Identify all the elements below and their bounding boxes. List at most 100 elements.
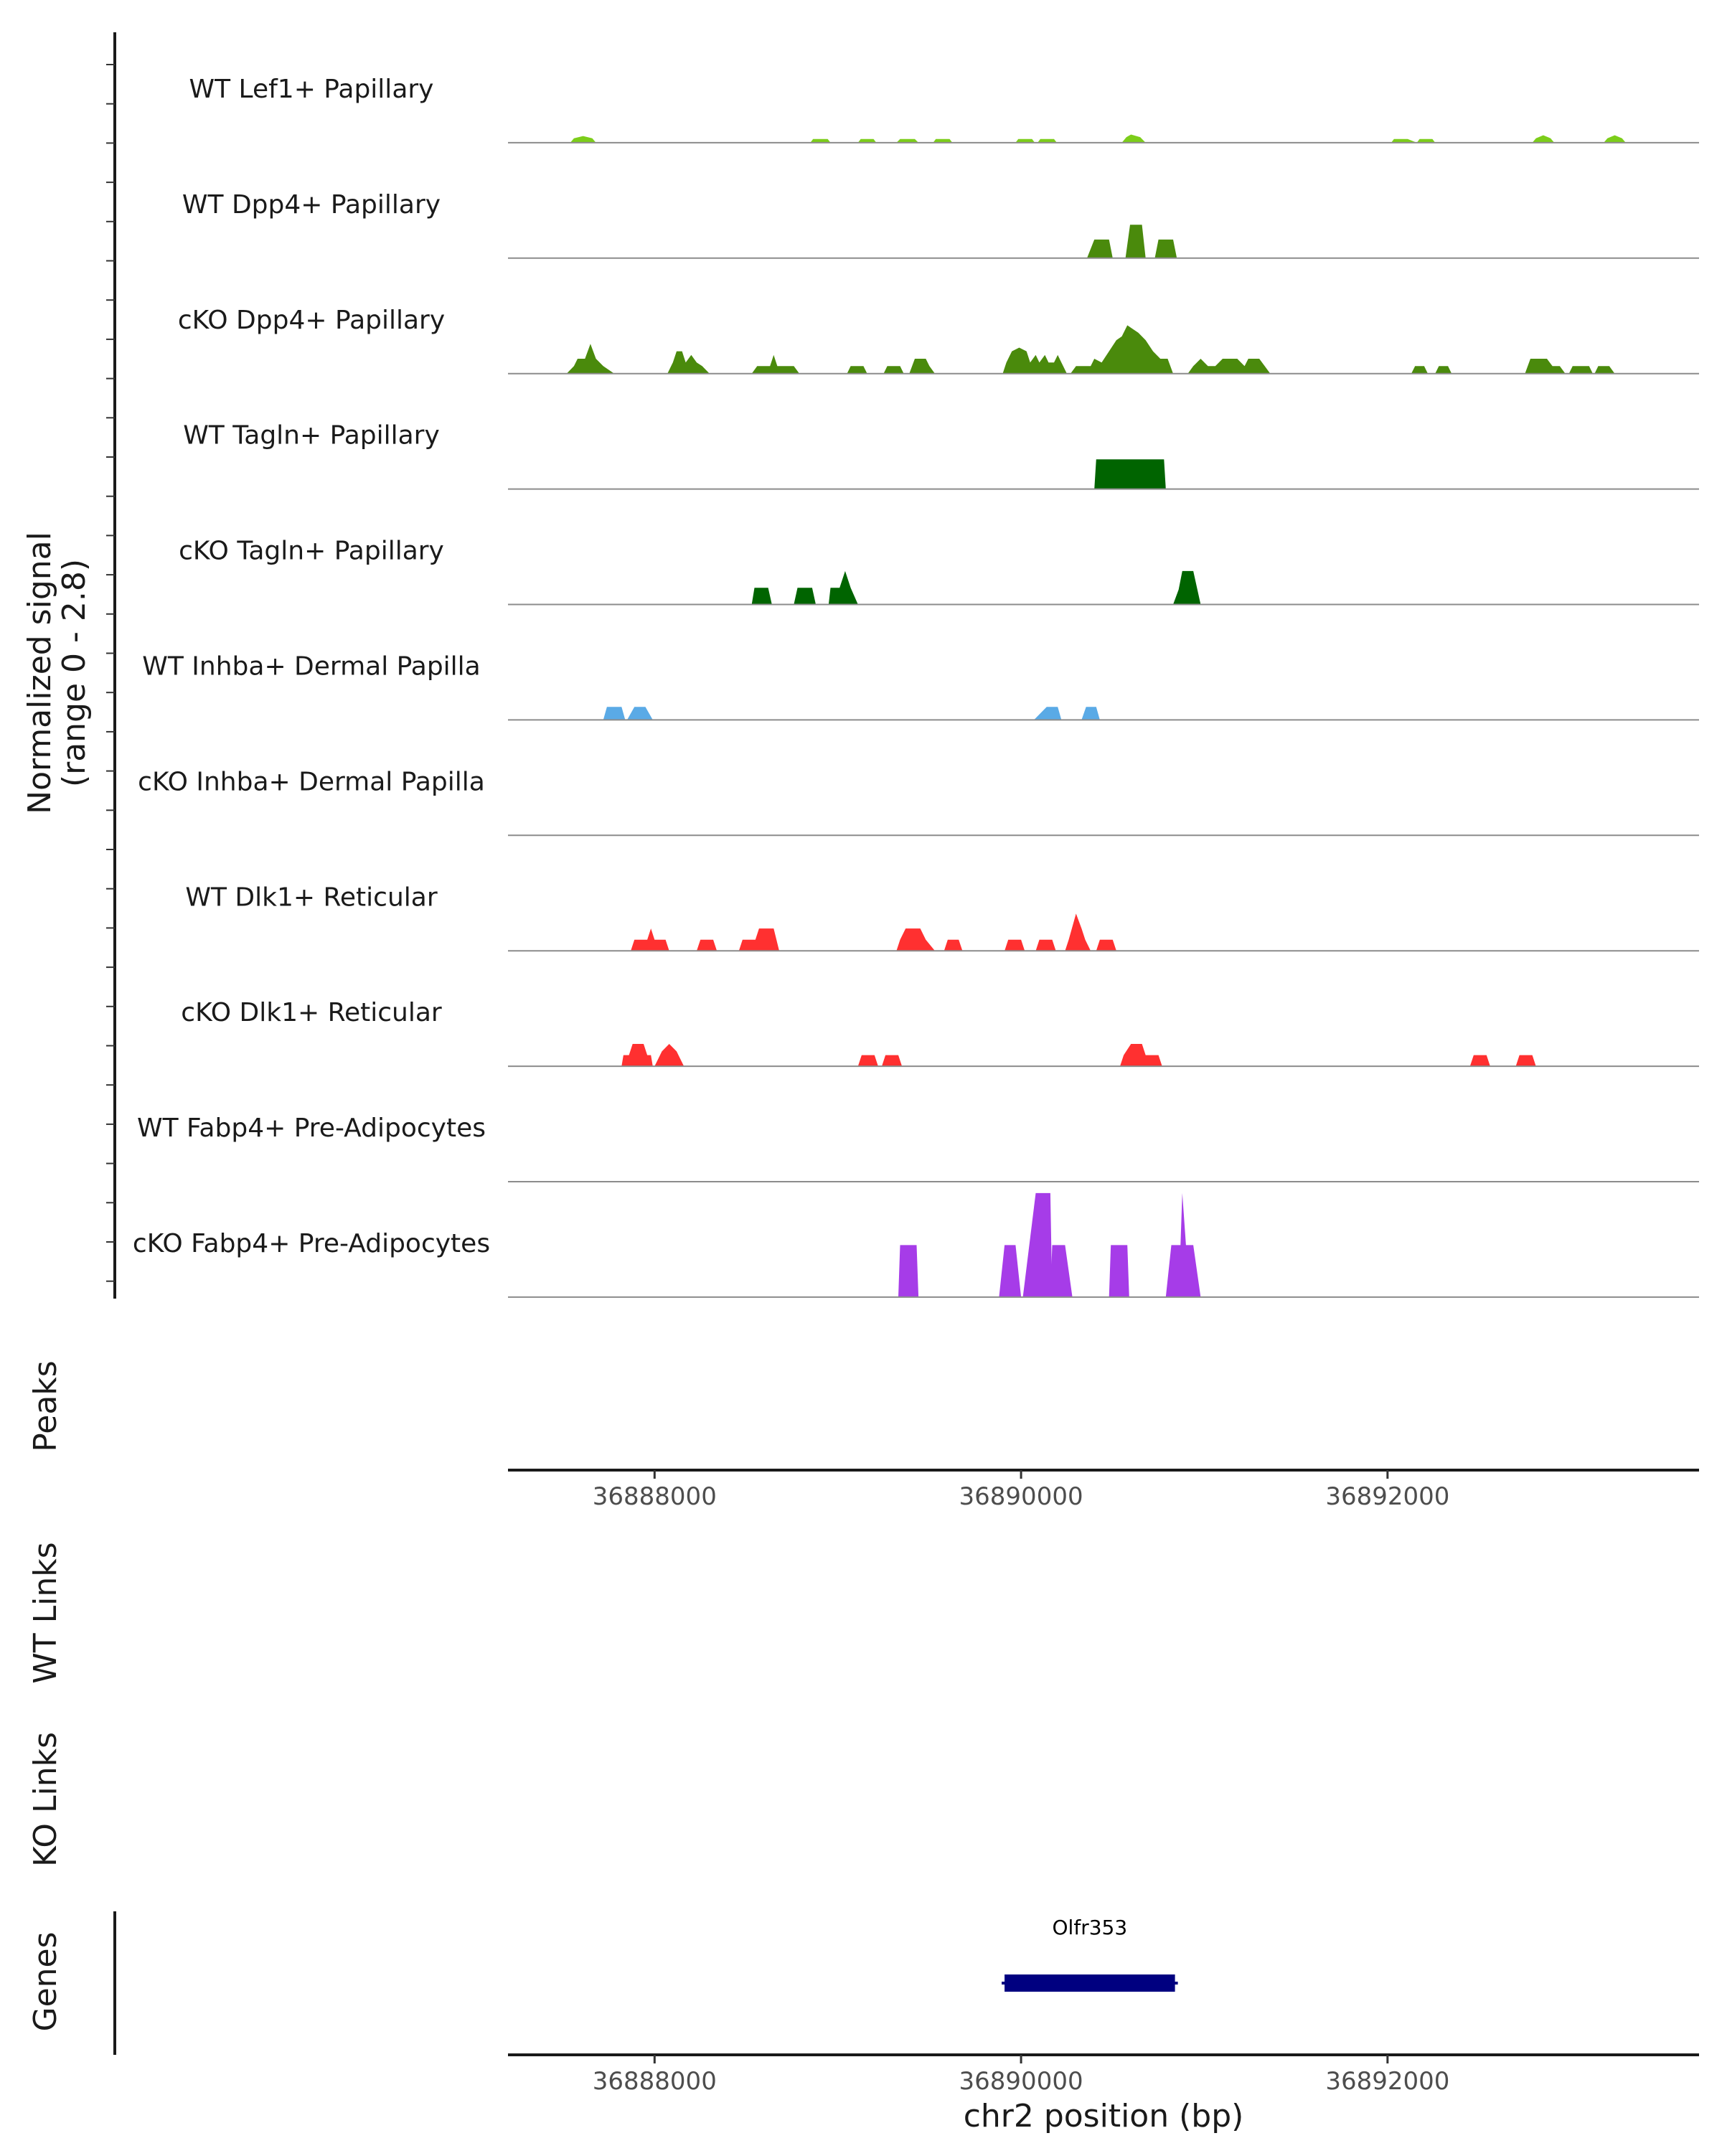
coverage-peak xyxy=(1154,239,1177,258)
track-label: WT Tagln+ Papillary xyxy=(183,421,440,451)
coverage-track: cKO Dpp4+ Papillary xyxy=(178,306,1699,375)
coverage-track: cKO Tagln+ Papillary xyxy=(179,537,1699,606)
coverage-peak xyxy=(1034,707,1062,720)
coverage-peak xyxy=(1071,325,1173,374)
coverage-peak xyxy=(738,928,779,951)
track-label: cKO Dlk1+ Reticular xyxy=(181,998,442,1027)
coverage-peak xyxy=(1038,138,1057,143)
coverage-peak xyxy=(1391,138,1417,143)
coverage-peak xyxy=(631,928,669,951)
coverage-peak xyxy=(847,366,867,374)
track-label: cKO Tagln+ Papillary xyxy=(179,537,444,566)
coverage-peak xyxy=(566,344,615,374)
coverage-peak xyxy=(898,1245,919,1297)
coverage-peak xyxy=(1065,913,1091,951)
track-label: WT Lef1+ Papillary xyxy=(189,75,434,104)
coverage-track: WT Fabp4+ Pre-Adipocytes xyxy=(137,1114,1699,1182)
signal-axis: Normalized signal(range 0 - 2.8) xyxy=(22,32,116,1299)
coverage-peak xyxy=(883,366,904,374)
signal-axis-title: Normalized signal(range 0 - 2.8) xyxy=(22,532,93,814)
track-label: WT Dpp4+ Papillary xyxy=(182,190,441,220)
coverage-peak xyxy=(1532,135,1555,143)
track-label: WT Fabp4+ Pre-Adipocytes xyxy=(137,1114,486,1143)
x-axis-title: chr2 position (bp) xyxy=(964,2098,1244,2134)
coverage-peak xyxy=(794,588,816,605)
coverage-peak xyxy=(857,1055,878,1067)
coverage-peak xyxy=(1125,225,1146,258)
coverage-track: cKO Inhba+ Dermal Papilla xyxy=(138,767,1699,837)
coverage-peak xyxy=(944,939,963,951)
coverage-peak xyxy=(1120,1044,1162,1067)
coverage-peak xyxy=(1515,1055,1536,1067)
coverage-peak xyxy=(1568,366,1593,374)
coverage-peak xyxy=(627,707,653,720)
coverage-peak xyxy=(654,1044,684,1067)
genes-x-tick-label: 36888000 xyxy=(593,2067,717,2096)
coverage-peak xyxy=(751,354,800,374)
coverage-peak xyxy=(697,939,718,951)
coverage-peak xyxy=(1087,239,1113,258)
coverage-peak xyxy=(1081,707,1100,720)
coverage-tracks: WT Lef1+ Papillary WT Dpp4+ Papillary cKO … xyxy=(133,75,1699,1298)
track-label: cKO Dpp4+ Papillary xyxy=(178,306,445,335)
coverage-track: WT Lef1+ Papillary xyxy=(189,75,1699,143)
coverage-peak xyxy=(857,138,877,143)
coverage-peak xyxy=(933,138,953,143)
coverage-peak xyxy=(1165,1192,1201,1297)
ko-links-title: KO Links xyxy=(27,1732,64,1867)
track-label: cKO Inhba+ Dermal Papilla xyxy=(138,767,485,796)
coverage-peak xyxy=(1015,138,1035,143)
coverage-peak xyxy=(1004,939,1025,951)
peaks-x-tick-label: 36888000 xyxy=(593,1482,717,1511)
peaks-track: Peaks 36888000 36890000 36892000 xyxy=(27,1360,1699,1511)
coverage-track: WT Dpp4+ Papillary xyxy=(182,190,1699,259)
genes-x-tick-label: 36890000 xyxy=(959,2067,1083,2096)
coverage-peak xyxy=(1022,1192,1053,1297)
signal-axis-title-line2: (range 0 - 2.8) xyxy=(56,559,93,787)
coverage-peak xyxy=(896,928,935,951)
coverage-track: WT Inhba+ Dermal Papilla xyxy=(142,652,1699,721)
coverage-peak xyxy=(1187,359,1271,374)
coverage-peak xyxy=(1435,366,1452,374)
genes-track: Genes Olfr353 36888000 36890000 36892000 chr2… xyxy=(27,1911,1699,2134)
coverage-peak xyxy=(1035,939,1056,951)
coverage-peak xyxy=(1096,939,1116,951)
peaks-x-tick-label: 36890000 xyxy=(959,1482,1083,1511)
peaks-title: Peaks xyxy=(27,1360,64,1451)
coverage-peak xyxy=(1109,1245,1129,1297)
coverage-track: cKO Fabp4+ Pre-Adipocytes xyxy=(133,1192,1699,1298)
genes-x-tick-label: 36892000 xyxy=(1325,2067,1449,2096)
coverage-peak xyxy=(1416,138,1436,143)
links-tracks: WT Links KO Links xyxy=(27,1542,64,1867)
track-label: WT Dlk1+ Reticular xyxy=(185,882,437,912)
track-label: cKO Fabp4+ Pre-Adipocytes xyxy=(133,1229,490,1258)
coverage-peak xyxy=(1594,366,1615,374)
coverage-track: cKO Dlk1+ Reticular xyxy=(181,998,1699,1068)
coverage-peak xyxy=(896,138,919,143)
coverage-peak xyxy=(570,136,596,143)
coverage-track: WT Dlk1+ Reticular xyxy=(185,882,1699,952)
genes-title: Genes xyxy=(27,1931,64,2031)
coverage-peak xyxy=(909,359,935,374)
coverage-peak xyxy=(1173,570,1201,605)
coverage-peak xyxy=(1411,366,1428,374)
coverage-peak xyxy=(828,570,858,605)
coverage-peak xyxy=(1604,135,1626,143)
coverage-peak xyxy=(1469,1055,1490,1067)
peaks-x-tick-label: 36892000 xyxy=(1325,1482,1449,1511)
coverage-peak xyxy=(1002,347,1067,374)
coverage-peak xyxy=(1121,134,1146,143)
signal-axis-title-line1: Normalized signal xyxy=(22,532,58,814)
coverage-peak xyxy=(751,588,772,605)
coverage-peak xyxy=(1050,1245,1073,1297)
gene-label: Olfr353 xyxy=(1053,1916,1128,1939)
track-label: WT Inhba+ Dermal Papilla xyxy=(142,652,480,682)
coverage-track: WT Tagln+ Papillary xyxy=(183,421,1699,490)
coverage-peak xyxy=(667,351,710,374)
coverage-peak xyxy=(882,1055,903,1067)
wt-links-title: WT Links xyxy=(27,1542,64,1683)
coverage-peak xyxy=(621,1044,653,1067)
coverage-peak xyxy=(603,707,626,720)
